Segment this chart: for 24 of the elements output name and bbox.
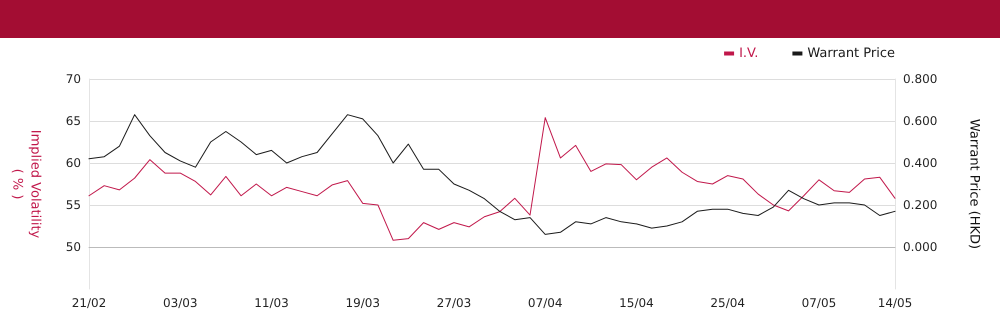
y-tick-label: 70 xyxy=(66,72,81,86)
legend-label: I.V. xyxy=(739,46,758,61)
y-tick-label: 65 xyxy=(66,114,81,128)
x-tick-label: 15/04 xyxy=(619,296,654,310)
x-tick-label: 19/03 xyxy=(345,296,380,310)
x-tick-label: 14/05 xyxy=(878,296,912,310)
x-tick-label: 11/03 xyxy=(254,296,289,310)
y-tick-label: 60 xyxy=(66,156,81,170)
y2-tick-label: 0.600 xyxy=(903,114,938,128)
x-tick-label: 25/04 xyxy=(710,296,746,310)
y2-tick-label: 0.400 xyxy=(903,156,938,170)
y-tick-label: 50 xyxy=(66,240,81,254)
y-tick-label: 55 xyxy=(66,198,81,212)
y2-tick-label: 0.000 xyxy=(903,240,938,254)
x-tick-label: 07/05 xyxy=(802,296,836,310)
x-tick-label: 21/02 xyxy=(72,296,106,310)
y2-tick-label: 0.800 xyxy=(903,72,938,86)
y2-axis-title: Warrant Price (HKD) xyxy=(966,118,982,250)
legend-label: Warrant Price xyxy=(807,46,896,61)
x-tick-label: 27/03 xyxy=(436,296,472,310)
y2-tick-label: 0.200 xyxy=(903,198,938,212)
x-tick-label: 07/04 xyxy=(528,296,563,310)
y-axis-title: Implied Volatility ( % ) xyxy=(10,130,42,239)
x-tick-label: 03/03 xyxy=(162,296,198,310)
